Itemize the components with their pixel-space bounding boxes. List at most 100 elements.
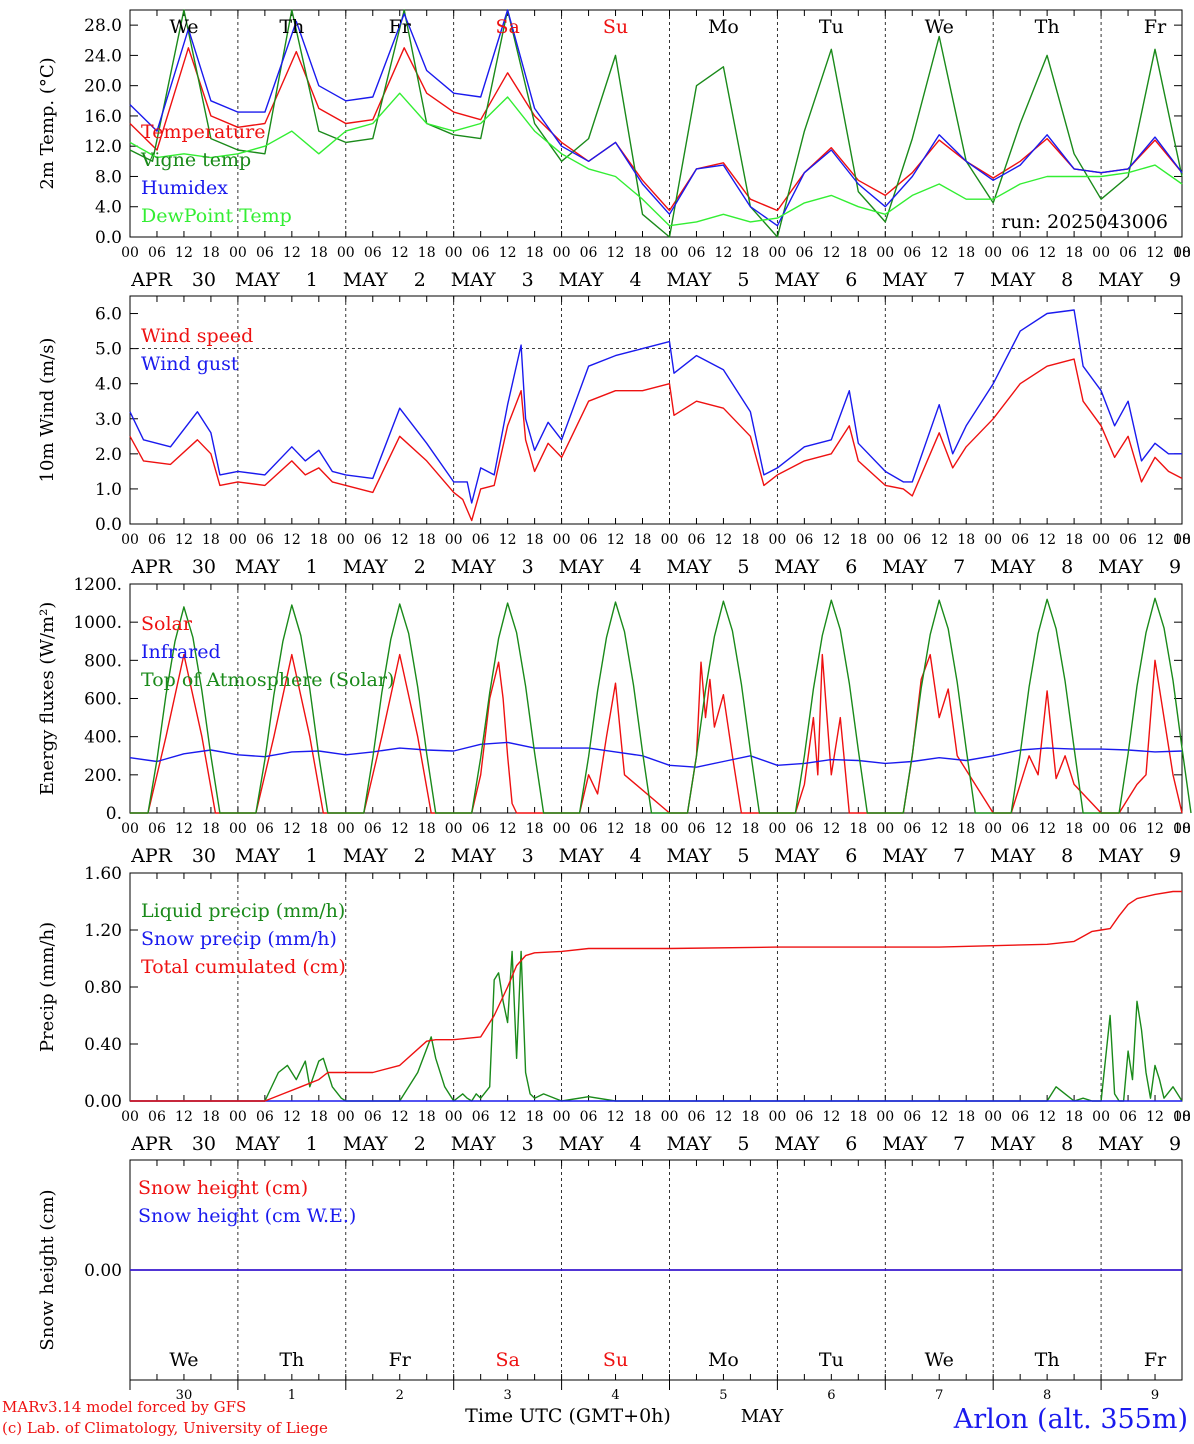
- date-month-label: MAY: [343, 269, 388, 291]
- date-day-label: 9: [1169, 556, 1181, 578]
- series-line-liquid-precip-mm-h: [130, 950, 1183, 1102]
- panel-1: 0.0 4.0 8.0 12.0 16.0 20.0 24.0 28.0 2m Temp. (°…: [37, 9, 1191, 291]
- y-axis-label: Snow height (cm): [37, 1189, 58, 1350]
- x-tick-label: 06: [472, 245, 490, 261]
- legend-entry: DewPoint Temp: [141, 205, 292, 227]
- x-tick-label: 06: [688, 1109, 706, 1125]
- x-tick-label: 06: [472, 1109, 490, 1125]
- x-tick-label: 18: [418, 821, 436, 837]
- x-tick-label: 00: [553, 1109, 571, 1125]
- x-tick-label: 06: [256, 245, 274, 261]
- x-tick-label: 12: [499, 821, 517, 837]
- date-day-label: 30: [192, 1133, 216, 1155]
- x-tick-label: 00: [876, 1109, 894, 1125]
- date-day-label: 7: [953, 845, 965, 867]
- date-day-label: 5: [737, 556, 749, 578]
- day-number: 6: [827, 1388, 835, 1403]
- day-name: We: [169, 1349, 198, 1371]
- date-month-label: MAY: [1098, 556, 1143, 578]
- date-day-label: 8: [1061, 269, 1073, 291]
- x-tick-label: 12: [715, 821, 733, 837]
- x-tick-label: 18: [849, 821, 867, 837]
- date-month-label: MAY: [343, 845, 388, 867]
- x-tick-label: 18: [202, 821, 220, 837]
- legend-entry: Humidex: [141, 177, 228, 199]
- day-name: We: [925, 1349, 954, 1371]
- y-tick-label: 24.0: [84, 46, 122, 66]
- legend-entry: Total cumulated (cm): [141, 956, 346, 978]
- x-tick-label: 18: [1065, 821, 1083, 837]
- x-tick-label: 00: [553, 821, 571, 837]
- series-line-humidex: [129, 9, 1183, 227]
- y-tick-label: 1200.: [73, 575, 122, 595]
- day-name: Mo: [708, 16, 739, 38]
- x-tick-label: 12: [499, 245, 517, 261]
- x-tick-label: 00: [229, 245, 247, 261]
- date-month-label: MAY: [451, 845, 496, 867]
- y-tick-label: 1.60: [84, 864, 122, 884]
- x-tick-label: 06: [256, 1109, 274, 1125]
- date-day-label: 2: [414, 269, 426, 291]
- x-tick-label: 18: [634, 1109, 652, 1125]
- x-tick-label: 12: [930, 245, 948, 261]
- date-day-label: 2: [414, 1133, 426, 1155]
- series-line-wind-speed: [129, 358, 1183, 522]
- date-day-label: 8: [1061, 556, 1073, 578]
- x-tick-label: 06: [580, 1109, 598, 1125]
- x-tick-label: 12: [930, 821, 948, 837]
- x-tick-label: 06: [795, 245, 813, 261]
- x-tick-label: 00: [1173, 245, 1191, 261]
- x-tick-label: 12: [1038, 245, 1056, 261]
- date-month-label: APR: [130, 845, 173, 867]
- date-month-label: MAY: [666, 556, 711, 578]
- date-month-label: MAY: [774, 1133, 819, 1155]
- x-tick-label: 18: [1173, 1109, 1191, 1125]
- x-tick-label: 18: [310, 1109, 328, 1125]
- x-tick-label: 12: [283, 821, 301, 837]
- x-tick-label: 06: [472, 821, 490, 837]
- x-tick-label: 18: [957, 1109, 975, 1125]
- date-month-label: MAY: [235, 845, 280, 867]
- x-tick-label: 12: [175, 1109, 193, 1125]
- y-tick-label: 0.0: [95, 515, 122, 535]
- date-day-label: 5: [737, 845, 749, 867]
- date-day-label: 9: [1169, 845, 1181, 867]
- x-tick-label: 06: [795, 821, 813, 837]
- x-tick-label: 18: [634, 245, 652, 261]
- x-tick-label: 18: [741, 245, 759, 261]
- x-tick-label: 18: [741, 1109, 759, 1125]
- x-tick-label: 00: [1092, 532, 1110, 548]
- x-tick-label: 06: [1119, 245, 1137, 261]
- y-tick-label: 0.80: [84, 978, 122, 998]
- x-tick-label: 12: [283, 532, 301, 548]
- panel-4: 0.00 0.40 0.80 1.20 1.60 Precip (mm/h) Liquid …: [37, 864, 1191, 1155]
- y-tick-label: 400.: [84, 728, 122, 748]
- y-tick-label: 0.00: [84, 1092, 122, 1112]
- date-month-label: MAY: [451, 1133, 496, 1155]
- y-tick-label: 1.0: [95, 480, 122, 500]
- date-day-label: 7: [953, 556, 965, 578]
- x-tick-label: 18: [202, 1109, 220, 1125]
- date-month-label: MAY: [990, 845, 1035, 867]
- day-name: Th: [279, 1349, 304, 1371]
- date-day-label: 6: [845, 269, 857, 291]
- y-tick-label: 12.0: [84, 137, 122, 157]
- x-tick-label: 00: [1092, 245, 1110, 261]
- x-tick-label: 12: [715, 245, 733, 261]
- x-tick-label: 18: [1173, 245, 1191, 261]
- x-tick-label: 00: [984, 532, 1002, 548]
- date-day-label: 4: [629, 556, 641, 578]
- x-tick-label: 18: [741, 821, 759, 837]
- x-tick-label: 06: [580, 532, 598, 548]
- x-tick-label: 18: [1065, 245, 1083, 261]
- panel-5: 0.00 Snow height (cm) Snow height (cm) Snow…: [37, 1159, 1183, 1403]
- day-name: Tu: [819, 16, 844, 38]
- date-month-label: MAY: [1098, 1133, 1143, 1155]
- x-tick-label: 12: [607, 532, 625, 548]
- month-label: MAY: [741, 1406, 785, 1427]
- x-tick-label: 18: [957, 532, 975, 548]
- x-tick-label: 06: [364, 1109, 382, 1125]
- x-tick-label: 18: [526, 1109, 544, 1125]
- x-tick-label: 00: [553, 532, 571, 548]
- x-tick-label: 00: [229, 1109, 247, 1125]
